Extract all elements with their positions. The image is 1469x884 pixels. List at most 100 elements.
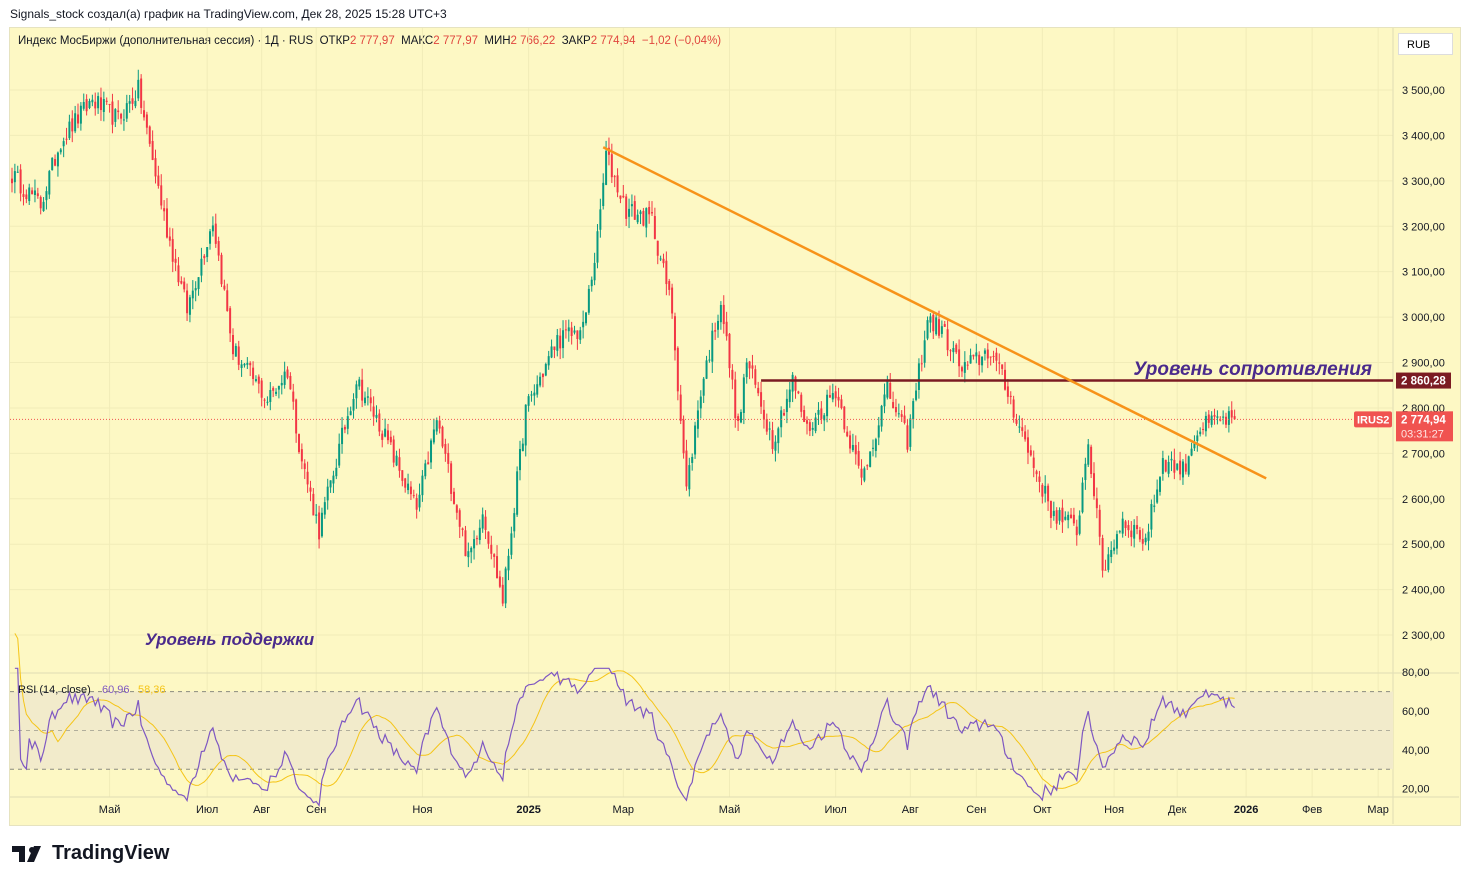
candle-body — [237, 346, 240, 365]
candle-body — [920, 363, 923, 365]
candle-body — [157, 175, 160, 186]
candle-body — [447, 452, 450, 464]
candle-body — [289, 375, 292, 390]
candle-body — [186, 290, 189, 314]
candle-body — [828, 395, 831, 398]
candle-body — [97, 96, 100, 109]
candle-body — [128, 101, 131, 104]
candle-body — [79, 105, 82, 124]
price-tick-label: 3 000,00 — [1402, 312, 1445, 324]
candle-body — [630, 204, 633, 207]
candle-body — [714, 330, 717, 332]
candle-body — [441, 426, 444, 447]
candle-body — [71, 118, 74, 132]
candle-body — [386, 430, 389, 441]
candle-body — [518, 448, 521, 471]
candle-body — [140, 78, 143, 108]
candle-body — [1124, 521, 1127, 529]
candle-body — [438, 420, 441, 429]
candle-body — [610, 154, 613, 178]
candle-body — [1173, 459, 1176, 473]
candle-body — [1153, 505, 1156, 507]
candle-body — [734, 379, 737, 419]
candle-body — [771, 430, 774, 450]
candle-body — [1127, 525, 1130, 531]
candle-body — [188, 297, 191, 315]
candle-body — [797, 391, 800, 394]
candle-body — [102, 99, 105, 112]
candle-body — [521, 443, 524, 452]
candle-body — [585, 312, 587, 324]
candle-body — [642, 210, 645, 226]
candle-body — [1156, 489, 1159, 503]
candle-body — [473, 539, 476, 549]
candle-body — [1038, 476, 1041, 482]
candle-body — [972, 354, 975, 357]
candle-body — [1075, 526, 1078, 536]
candle-body — [458, 510, 461, 527]
candle-body — [395, 455, 398, 466]
candle-body — [1130, 530, 1133, 538]
candle-body — [51, 157, 54, 171]
candle-body — [421, 475, 424, 496]
candle-body — [143, 110, 146, 118]
candle-body — [843, 406, 846, 430]
candle-body — [958, 349, 961, 367]
time-tick-label: Ноя — [412, 804, 432, 816]
candle-body — [1006, 386, 1009, 397]
candle-body — [633, 201, 636, 220]
candle-body — [329, 480, 332, 488]
candle-body — [1202, 428, 1205, 430]
candle-body — [889, 382, 892, 399]
candle-body — [1061, 507, 1064, 523]
candle-body — [1035, 471, 1038, 475]
rsi-line — [14, 667, 1235, 808]
candle-body — [493, 554, 496, 557]
candle-body — [711, 330, 714, 362]
candle-body — [590, 279, 593, 287]
candle-body — [935, 317, 938, 335]
candle-body — [737, 416, 740, 421]
candle-body — [1009, 395, 1012, 397]
currency-button[interactable]: RUB — [1398, 33, 1453, 55]
candle-body — [283, 371, 286, 385]
candle-body — [949, 350, 952, 352]
candle-body — [231, 335, 234, 355]
candle-body — [1055, 510, 1058, 524]
candle-body — [111, 101, 114, 125]
candle-body — [263, 399, 266, 401]
candle-body — [694, 425, 697, 455]
candle-body — [1047, 485, 1050, 502]
candle-body — [467, 551, 470, 558]
candle-body — [151, 140, 154, 160]
candle-body — [685, 450, 688, 487]
candle-body — [665, 260, 668, 285]
candle-body — [31, 190, 34, 195]
candle-body — [91, 99, 94, 103]
candle-body — [857, 450, 860, 466]
candle-body — [745, 362, 748, 378]
candle-body — [628, 208, 631, 217]
candle-body — [524, 404, 527, 446]
candle-body — [963, 362, 966, 373]
candle-body — [688, 465, 691, 490]
candle-body — [975, 352, 978, 357]
candle-body — [851, 444, 854, 451]
candle-body — [13, 171, 16, 183]
candle-body — [648, 207, 651, 215]
candle-body — [622, 195, 625, 198]
candle-body — [966, 364, 969, 366]
candle-body — [602, 182, 605, 207]
symbol-name: Индекс МосБиржи (дополнительная сессия) … — [18, 35, 314, 47]
candle-body — [1087, 444, 1090, 465]
last-price-label: 2 774,94 — [1401, 414, 1446, 426]
candle-body — [533, 392, 536, 396]
candle-body — [358, 379, 361, 387]
candle-body — [501, 584, 504, 604]
candle-body — [1213, 414, 1216, 417]
candle-body — [863, 468, 866, 481]
candle-body — [564, 329, 567, 331]
candle-body — [1181, 461, 1184, 478]
support-annotation: Уровень поддержки — [145, 630, 315, 649]
